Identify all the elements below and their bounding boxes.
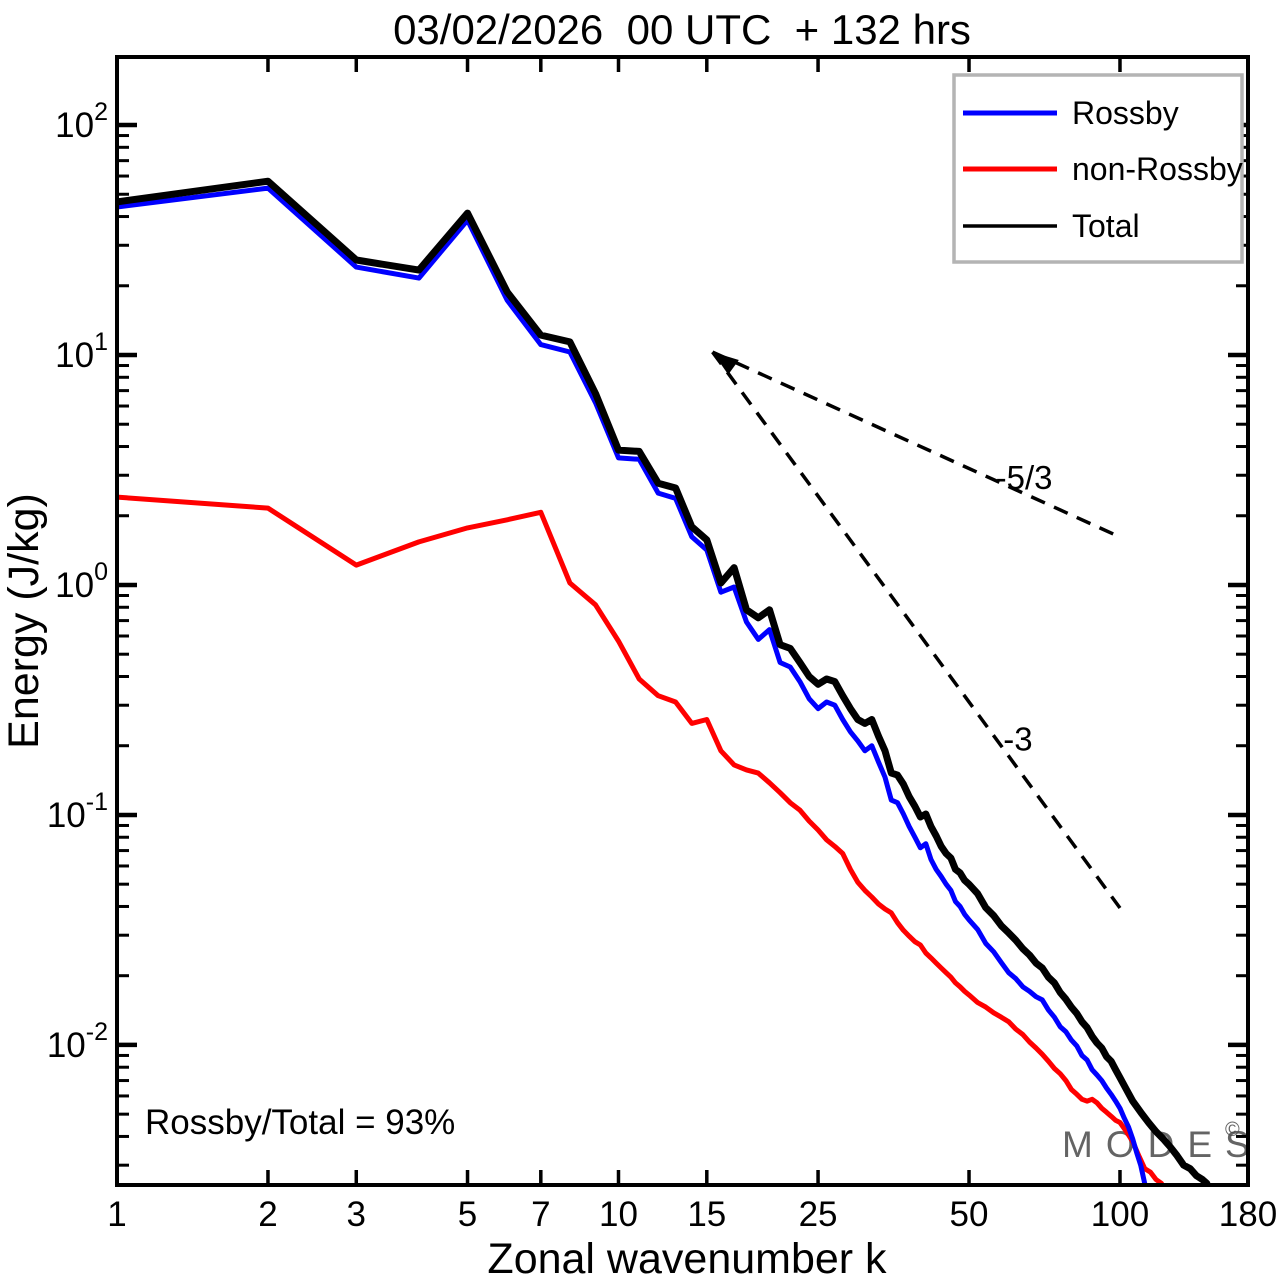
arrowhead-icon [712,352,739,375]
x-tick-label: 10 [599,1195,638,1234]
y-tick-label: 10-1 [47,788,108,835]
curve-rossby [117,185,1148,1185]
slope--3-line [711,351,1122,910]
legend: Rossby non-Rossby Total [952,73,1244,264]
reference-slope-lines: -5/3 -3 [711,350,1123,910]
x-tick-label: 50 [950,1195,989,1234]
x-tick-label: 15 [687,1195,726,1234]
slope--5/3-label: -5/3 [996,459,1053,496]
x-axis-label: Zonal wavenumber k [487,1235,887,1281]
y-tick-label: 102 [55,98,108,145]
slope--5/3-line [711,350,1123,540]
y-axis-label: Energy (J/kg) [0,493,48,749]
slope--3-label: -3 [1003,721,1032,758]
spectra-curves [117,177,1211,1185]
x-tick-label: 180 [1219,1195,1277,1234]
rossby-total-ratio-label: Rossby/Total = 93% [145,1103,455,1142]
y-tick-label: 100 [55,558,108,605]
x-tick-label: 5 [458,1195,477,1234]
x-tick-label: 7 [531,1195,550,1234]
chart-title: 03/02/2026 00 UTC + 132 hrs [393,6,971,53]
x-tick-label: 2 [258,1195,277,1234]
plot-frame [115,55,1250,1187]
curve-non-rossby [117,494,1164,1185]
curve-total [117,177,1211,1185]
legend-label-rossby: Rossby [1072,95,1179,131]
y-tick-label: 101 [55,328,108,375]
legend-label-non-rossby: non-Rossby [1072,151,1243,187]
x-tick-label: 1 [107,1195,126,1234]
y-tick-label: 10-2 [47,1018,108,1065]
x-tick-label: 25 [799,1195,838,1234]
legend-label-total: Total [1072,208,1140,244]
x-tick-label: 100 [1091,1195,1149,1234]
x-tick-label: 3 [347,1195,366,1234]
